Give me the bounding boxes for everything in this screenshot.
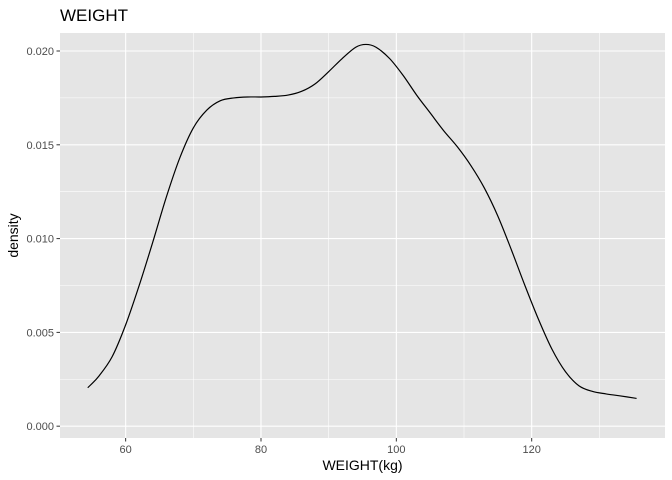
y-tick-label: 0.010	[26, 234, 54, 246]
y-tick-label: 0.020	[26, 46, 54, 58]
major-grid-lines	[60, 33, 665, 438]
y-tick-label: 0.015	[26, 140, 54, 152]
x-tick-label: 120	[523, 444, 541, 456]
curve-layer	[87, 43, 637, 400]
x-tick-label: 100	[387, 444, 405, 456]
y-axis: 0.000 0.005 0.010 0.015 0.020	[26, 46, 60, 433]
x-axis-title: WEIGHT(kg)	[322, 457, 402, 473]
chart-title: WEIGHT	[60, 6, 128, 25]
x-axis: 60 80 100 120	[120, 438, 541, 456]
density-curve	[87, 43, 637, 400]
x-tick-label: 60	[120, 444, 132, 456]
y-axis-title: density	[5, 213, 21, 257]
minor-grid-lines	[57, 33, 665, 438]
y-tick-label: 0.005	[26, 327, 54, 339]
y-tick-label: 0.000	[26, 421, 54, 433]
x-tick-label: 80	[255, 444, 267, 456]
plot-panel	[60, 33, 665, 438]
